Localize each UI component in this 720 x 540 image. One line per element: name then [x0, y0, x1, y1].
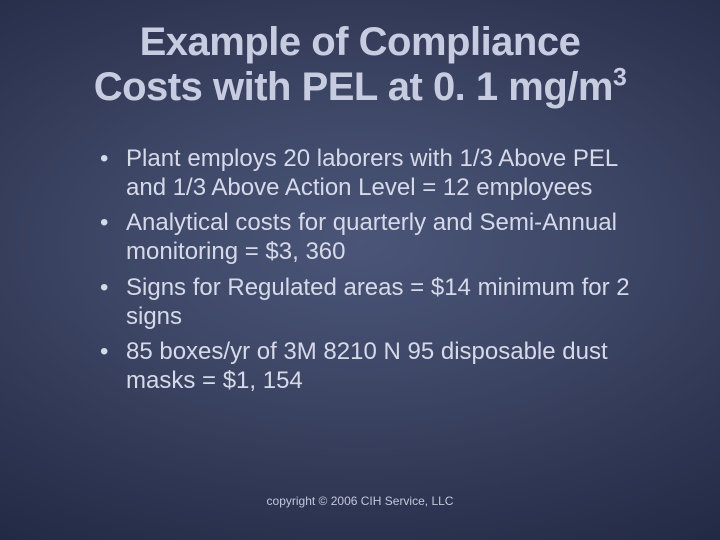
bullet-text: 85 boxes/yr of 3M 8210 N 95 disposable d… [126, 338, 608, 394]
bullet-item: Analytical costs for quarterly and Semi-… [100, 208, 650, 267]
bullet-text: Signs for Regulated areas = $14 minimum … [126, 274, 630, 330]
slide-title: Example of Compliance Costs with PEL at … [0, 0, 720, 110]
copyright-footer: copyright © 2006 CIH Service, LLC [0, 494, 720, 508]
bullet-item: Plant employs 20 laborers with 1/3 Above… [100, 144, 650, 203]
bullet-item: Signs for Regulated areas = $14 minimum … [100, 273, 650, 332]
bullet-text: Analytical costs for quarterly and Semi-… [126, 209, 617, 265]
title-line-1: Example of Compliance [140, 20, 581, 64]
bullet-item: 85 boxes/yr of 3M 8210 N 95 disposable d… [100, 337, 650, 396]
title-line-2: Costs with PEL at 0. 1 mg/m [94, 65, 613, 109]
title-superscript: 3 [613, 64, 626, 91]
bullet-list: Plant employs 20 laborers with 1/3 Above… [0, 110, 720, 396]
bullet-text: Plant employs 20 laborers with 1/3 Above… [126, 145, 617, 201]
